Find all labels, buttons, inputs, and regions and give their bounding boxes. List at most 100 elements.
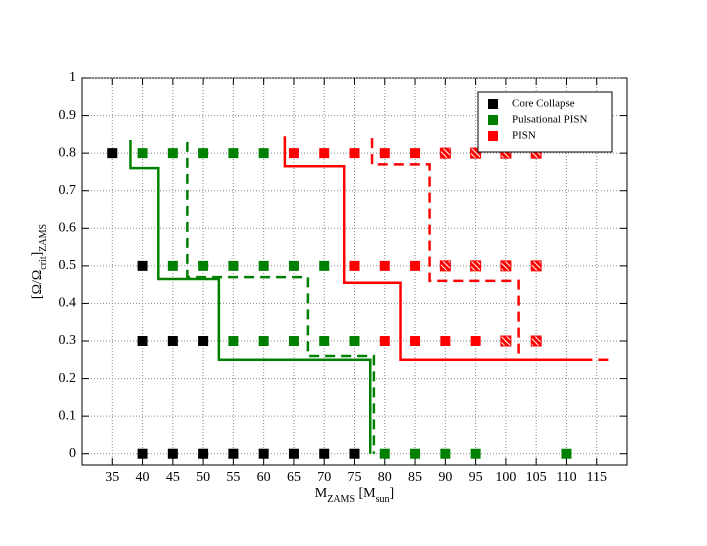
y-tick-label: 0.9: [59, 108, 77, 123]
legend-label: Pulsational PISN: [512, 114, 588, 126]
x-tick-label: 55: [226, 470, 240, 485]
marker: [319, 336, 330, 347]
marker: [258, 448, 269, 459]
marker: [440, 448, 451, 459]
y-tick-label: 0.8: [59, 145, 77, 160]
y-tick-label: 0.6: [59, 221, 77, 236]
y-tick-label: 0.1: [59, 408, 77, 423]
x-tick-label: 60: [257, 470, 271, 485]
marker: [137, 448, 148, 459]
step-line: [283, 136, 591, 362]
marker: [530, 335, 542, 347]
legend-box: [477, 91, 613, 153]
marker: [288, 148, 299, 159]
y-axis-label-part: [Ω/Ω: [30, 270, 45, 299]
marker: [167, 260, 178, 271]
marker: [167, 448, 178, 459]
marker: [137, 336, 148, 347]
legend-swatch: [488, 115, 498, 125]
marker: [500, 260, 512, 272]
marker: [167, 148, 178, 159]
marker: [288, 336, 299, 347]
marker: [167, 336, 178, 347]
marker: [288, 448, 299, 459]
marker: [258, 260, 269, 271]
marker: [349, 336, 360, 347]
x-axis-label-part: [M: [355, 486, 376, 501]
marker: [410, 148, 421, 159]
x-tick-label: 35: [105, 470, 119, 485]
marker: [439, 147, 451, 159]
x-axis-label: MZAMS [Msun]: [315, 486, 394, 505]
marker: [349, 148, 360, 159]
marker: [319, 148, 330, 159]
marker: [379, 448, 390, 459]
marker: [410, 448, 421, 459]
marker: [258, 336, 269, 347]
legend-swatch: [488, 99, 498, 109]
y-axis-label-part: ]: [30, 252, 45, 257]
marker: [440, 336, 451, 347]
y-tick-label: 0.7: [59, 183, 77, 198]
marker: [228, 336, 239, 347]
x-axis-label-part: ]: [390, 486, 395, 501]
x-tick-label: 90: [438, 470, 452, 485]
marker: [470, 260, 482, 272]
marker: [410, 336, 421, 347]
x-tick-label: 40: [136, 470, 150, 485]
marker: [137, 148, 148, 159]
marker: [258, 148, 269, 159]
marker: [107, 148, 118, 159]
step-line: [129, 139, 372, 454]
x-tick-label: 85: [408, 470, 422, 485]
marker: [500, 335, 512, 347]
y-axis-label-part: ZAMS: [38, 224, 49, 252]
marker: [470, 448, 481, 459]
y-tick-label: 0.5: [59, 258, 77, 273]
marker: [137, 260, 148, 271]
x-tick-label: 50: [196, 470, 210, 485]
marker: [349, 448, 360, 459]
marker: [410, 260, 421, 271]
marker: [198, 148, 209, 159]
marker: [530, 260, 542, 272]
marker: [228, 148, 239, 159]
marker: [228, 260, 239, 271]
marker: [470, 336, 481, 347]
y-tick-label: 0.3: [59, 333, 77, 348]
x-axis-label-part: M: [315, 486, 328, 501]
y-axis-label-part: crit: [38, 256, 49, 270]
marker: [198, 336, 209, 347]
marker: [379, 260, 390, 271]
x-tick-label: 110: [556, 470, 576, 485]
x-axis-label-part: ZAMS: [327, 494, 355, 505]
marker: [198, 448, 209, 459]
y-tick-label: 0.4: [59, 296, 77, 311]
legend-label: PISN: [512, 130, 536, 142]
marker: [349, 260, 360, 271]
x-tick-label: 80: [378, 470, 392, 485]
step-line: [370, 138, 609, 362]
y-tick-label: 0: [69, 446, 76, 461]
y-tick-label: 1: [69, 70, 76, 85]
marker: [379, 336, 390, 347]
marker: [228, 448, 239, 459]
y-axis-label: [Ω/Ωcrit]ZAMS: [30, 224, 49, 299]
marker: [319, 448, 330, 459]
step-line: [186, 141, 376, 454]
legend-swatch: [488, 131, 498, 141]
x-tick-label: 105: [526, 470, 547, 485]
marker: [439, 260, 451, 272]
x-tick-label: 115: [586, 470, 606, 485]
y-tick-label: 0.2: [59, 371, 77, 386]
x-tick-label: 100: [495, 470, 516, 485]
x-tick-label: 70: [317, 470, 331, 485]
x-tick-label: 95: [469, 470, 483, 485]
x-tick-label: 75: [348, 470, 362, 485]
x-axis-label-part: sun: [376, 494, 390, 505]
marker: [379, 148, 390, 159]
marker: [288, 260, 299, 271]
marker: [470, 147, 482, 159]
x-tick-label: 45: [166, 470, 180, 485]
